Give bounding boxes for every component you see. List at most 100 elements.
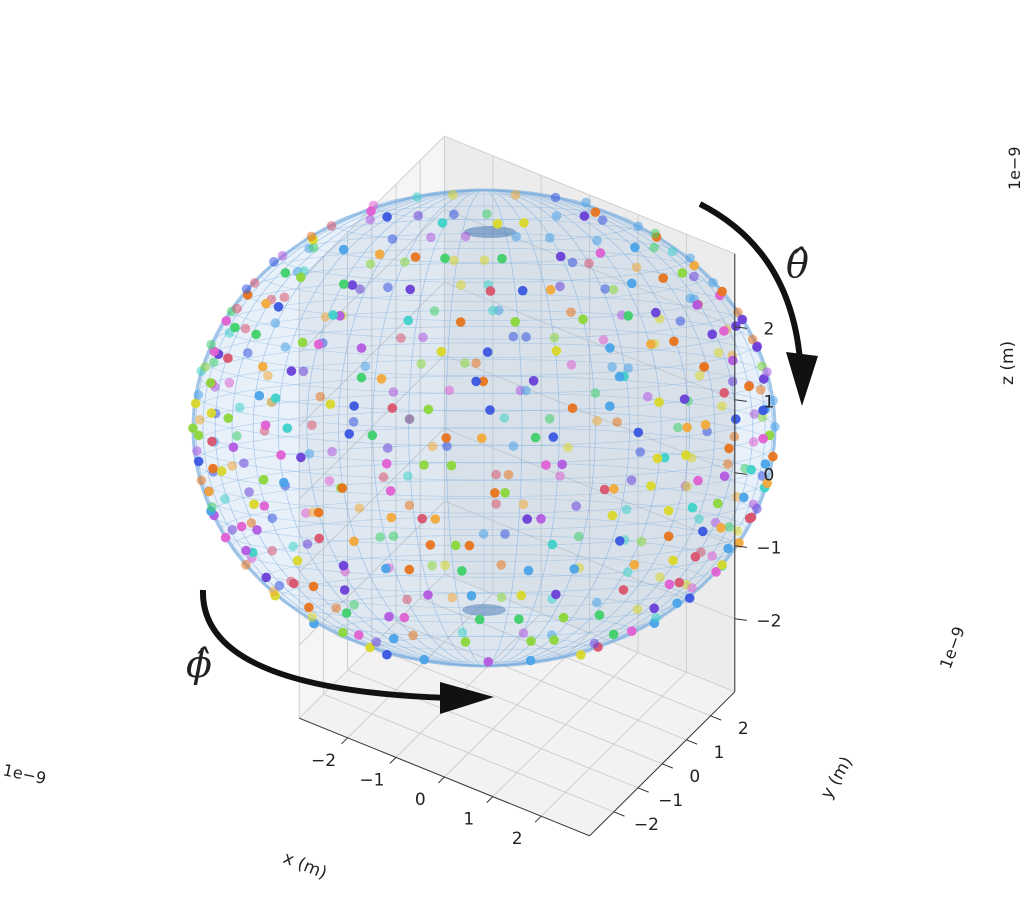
data-point	[598, 335, 609, 345]
data-point	[410, 252, 421, 262]
longitude-line	[231, 189, 737, 667]
direction-arrows	[199, 201, 818, 714]
data-point	[347, 280, 358, 290]
data-point	[659, 452, 670, 463]
latitude-line	[220, 294, 748, 358]
data-point	[239, 458, 249, 469]
data-point	[752, 342, 762, 352]
data-point	[700, 420, 711, 430]
data-point	[460, 231, 471, 242]
data-point	[196, 475, 207, 486]
data-point	[499, 413, 510, 423]
data-point	[521, 385, 531, 396]
data-point	[267, 545, 278, 556]
data-point	[282, 423, 293, 434]
x-axis-label: x (m)	[280, 848, 329, 884]
data-point	[274, 580, 285, 591]
data-point	[571, 501, 581, 511]
data-point	[417, 513, 428, 524]
data-point	[190, 398, 201, 409]
data-point	[338, 560, 349, 571]
data-point	[246, 518, 257, 528]
data-point	[425, 540, 436, 550]
data-point	[404, 564, 415, 575]
data-point	[234, 402, 245, 413]
data-point	[193, 456, 204, 467]
data-point	[623, 363, 633, 373]
data-point	[288, 541, 299, 552]
data-point	[423, 404, 434, 415]
data-point	[636, 536, 647, 547]
data-point	[744, 381, 754, 392]
data-point	[365, 642, 375, 653]
data-point	[549, 635, 559, 645]
data-point	[544, 414, 555, 424]
data-point	[545, 285, 556, 295]
data-point	[631, 262, 642, 273]
latitude-line	[193, 409, 775, 481]
data-point	[270, 318, 281, 328]
data-point	[605, 401, 615, 412]
data-point	[280, 342, 291, 352]
z-tick-label: 1	[763, 392, 774, 412]
data-point	[437, 218, 448, 228]
longitude-line	[252, 189, 716, 667]
data-point	[449, 209, 459, 220]
data-point	[510, 190, 521, 200]
data-point	[374, 249, 385, 260]
data-point	[378, 472, 389, 482]
phi-arrow-shaft	[199, 589, 451, 701]
data-point	[635, 447, 645, 457]
latitude-line	[260, 247, 708, 303]
data-point	[496, 592, 507, 603]
data-point	[615, 536, 625, 546]
data-point	[375, 532, 385, 542]
longitude-line	[252, 189, 716, 667]
data-point	[768, 395, 778, 406]
data-point	[269, 257, 279, 267]
data-point	[519, 218, 529, 228]
data-point	[649, 603, 659, 614]
data-point	[348, 417, 359, 427]
data-point	[605, 343, 615, 353]
data-point	[557, 459, 567, 470]
data-point	[711, 567, 721, 577]
data-point	[646, 481, 656, 491]
data-point	[629, 560, 640, 570]
data-point	[517, 285, 528, 296]
data-point	[757, 471, 768, 481]
data-point	[224, 378, 235, 388]
data-point	[654, 397, 664, 408]
data-point	[444, 385, 455, 396]
data-point	[756, 385, 766, 395]
data-point	[356, 372, 367, 383]
data-point	[672, 598, 682, 608]
data-point	[223, 353, 233, 364]
data-point	[668, 555, 678, 566]
data-point	[204, 486, 214, 497]
data-point	[455, 317, 466, 327]
x-tick-label: −2	[311, 751, 336, 771]
data-point	[490, 488, 500, 498]
data-point	[365, 259, 376, 269]
data-point	[354, 503, 365, 513]
data-point	[441, 433, 452, 443]
data-point	[690, 552, 701, 562]
data-point	[579, 211, 590, 221]
data-point	[327, 446, 337, 457]
x-tick-label: 2	[512, 829, 523, 849]
data-point	[408, 630, 418, 641]
data-point	[209, 357, 219, 368]
z-offset-text: 1e−9	[1005, 146, 1024, 190]
z-tick	[734, 545, 747, 548]
data-point	[768, 451, 778, 462]
latitude-line	[231, 516, 737, 578]
data-point	[592, 597, 602, 608]
data-point	[762, 367, 772, 377]
data-point	[448, 190, 458, 200]
z-axis-label: z (m)	[998, 341, 1018, 385]
data-point	[259, 501, 270, 511]
data-point	[227, 461, 237, 471]
data-point	[338, 627, 348, 638]
data-point	[436, 346, 447, 357]
